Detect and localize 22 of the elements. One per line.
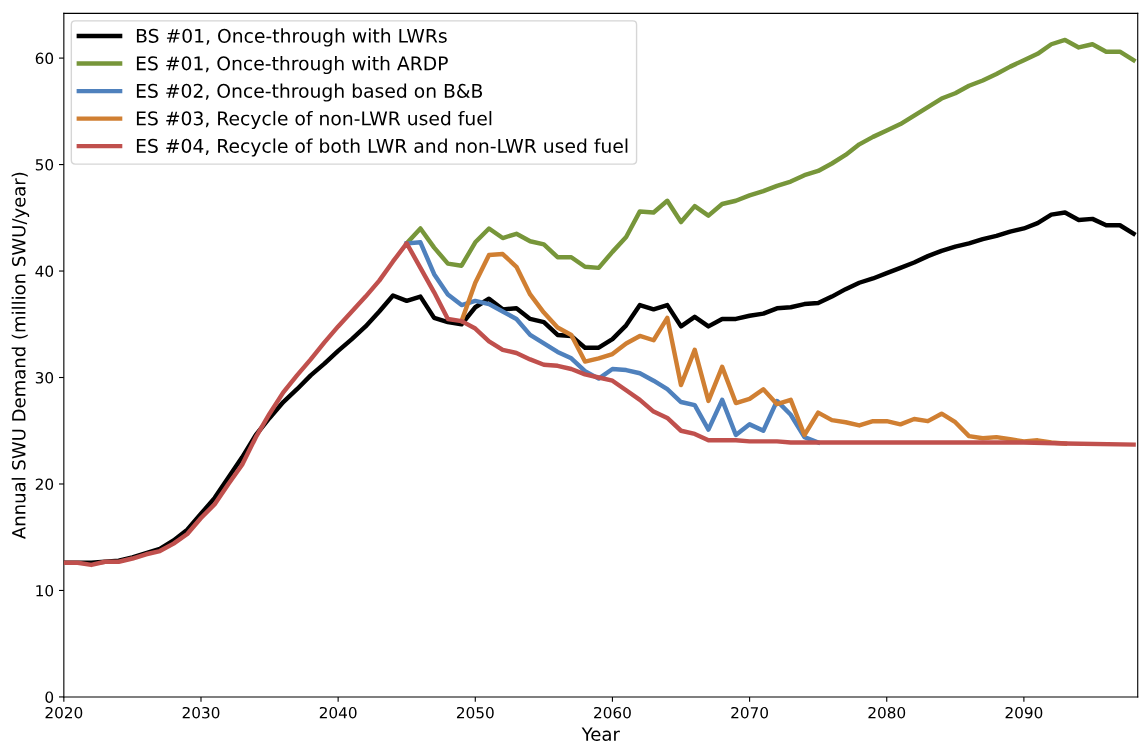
legend-label: BS #01, Once-through with LWRs <box>136 28 447 47</box>
y-tick-label: 0 <box>45 691 54 703</box>
x-tick-label: 2040 <box>319 706 357 719</box>
legend-label: ES #03, Recycle of non-LWR used fuel <box>136 110 492 130</box>
y-tick-label: 30 <box>35 371 54 384</box>
x-tick-label: 2060 <box>594 706 631 719</box>
y-tick-label: 60 <box>35 52 54 65</box>
y-tick-label: 50 <box>35 159 54 171</box>
x-tick-label: 2020 <box>45 706 83 719</box>
x-tick-label: 2090 <box>1005 706 1043 719</box>
y-tick-label: 20 <box>35 478 54 491</box>
y-tick-label: 10 <box>36 584 54 597</box>
legend-label: ES #01, Once-through with ARDP <box>136 55 448 75</box>
x-tick-label: 2070 <box>731 706 769 719</box>
x-axis-title: Year <box>581 727 620 741</box>
x-tick-label: 2050 <box>456 706 494 719</box>
x-tick-label: 2030 <box>182 706 220 719</box>
y-tick-label: 40 <box>35 265 54 278</box>
x-tick-label: 2080 <box>868 706 906 719</box>
legend-label: ES #02, Once-through based on B&B <box>136 83 483 102</box>
legend-label: ES #04, Recycle of both LWR and non-LWR used fuel <box>136 138 628 157</box>
y-axis-title: Annual SWU Demand (million SWU/year) <box>11 172 30 539</box>
